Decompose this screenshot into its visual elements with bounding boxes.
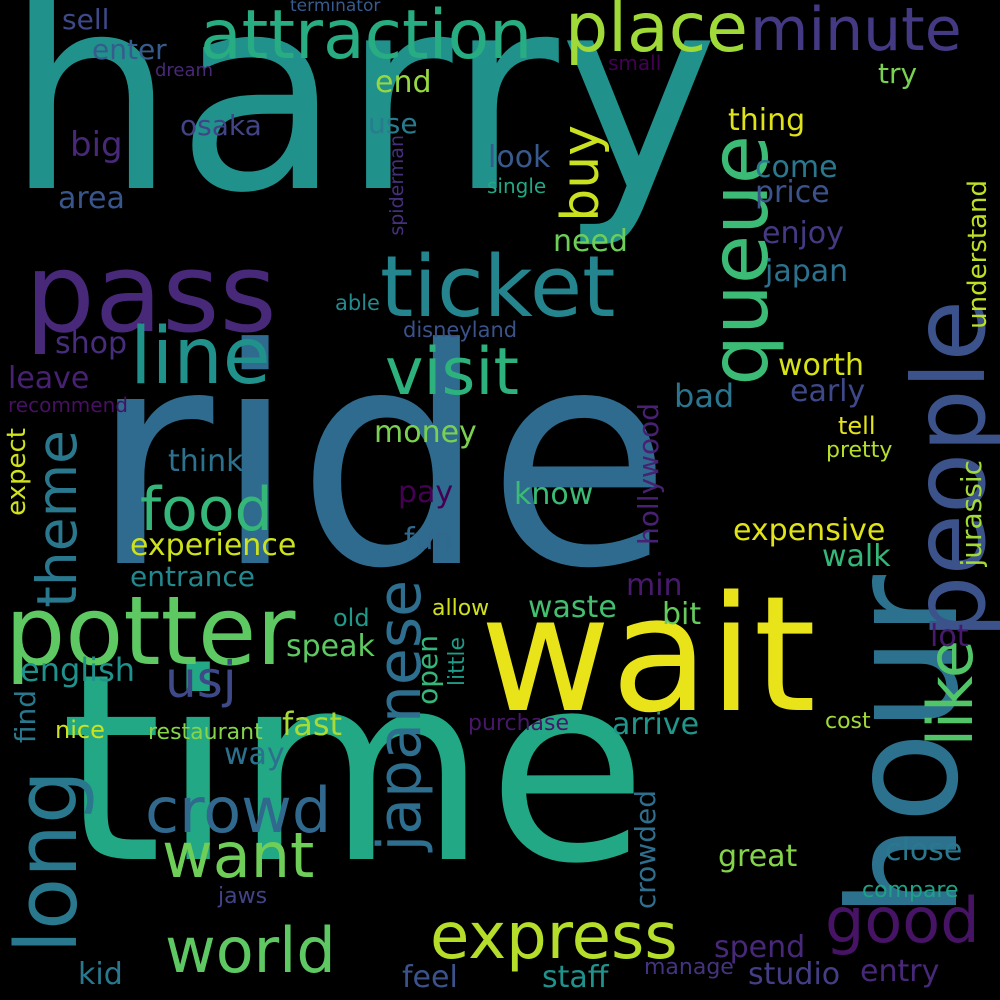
word-dream: dream xyxy=(155,60,214,81)
word-look: look xyxy=(488,140,551,175)
word-kid: kid xyxy=(78,957,123,992)
word-pay: pay xyxy=(398,475,454,510)
word-fast: fast xyxy=(282,705,343,743)
word-express: express xyxy=(430,900,678,974)
word-bit: bit xyxy=(662,597,702,632)
word-small: small xyxy=(608,51,662,75)
word-know: know xyxy=(514,477,594,512)
word-hollywood: hollywood xyxy=(632,403,665,545)
word-experience: experience xyxy=(130,528,297,563)
word-entry: entry xyxy=(860,954,940,989)
word-worth: worth xyxy=(778,348,865,383)
word-fun: fun xyxy=(404,522,453,557)
word-min: min xyxy=(626,568,683,603)
word-enter: enter xyxy=(92,33,167,66)
word-crowd: crowd xyxy=(145,774,332,847)
word-minute: minute xyxy=(750,0,962,65)
word-restaurant: restaurant xyxy=(148,720,263,745)
word-compare: compare xyxy=(862,878,959,903)
word-pass: pass xyxy=(25,229,277,357)
word-food: food xyxy=(140,475,273,545)
word-think: think xyxy=(168,444,244,479)
word-attraction: attraction xyxy=(200,0,533,75)
word-harry: harry xyxy=(5,0,719,252)
word-bad: bad xyxy=(674,377,735,415)
word-way: way xyxy=(224,737,285,772)
word-end: end xyxy=(375,65,432,100)
word-entrance: entrance xyxy=(130,560,255,593)
word-cost: cost xyxy=(825,709,871,734)
word-find: find xyxy=(9,690,42,744)
word-thing: thing xyxy=(728,103,806,138)
word-price: price xyxy=(755,175,830,210)
word-money: money xyxy=(374,415,477,450)
word-jurassic: jurassic xyxy=(955,460,988,567)
word-area: area xyxy=(58,181,125,216)
word-staff: staff xyxy=(542,960,609,995)
word-world: world xyxy=(165,914,336,987)
word-spend: spend xyxy=(714,930,806,965)
word-able: able xyxy=(335,291,380,315)
word-waste: waste xyxy=(528,590,617,625)
word-speak: speak xyxy=(286,629,375,664)
word-terminator: terminator xyxy=(290,0,381,16)
word-feel: feel xyxy=(402,960,458,995)
word-expect: expect xyxy=(2,428,32,516)
word-recommend: recommend xyxy=(8,393,128,417)
word-sell: sell xyxy=(62,3,110,36)
word-great: great xyxy=(718,839,798,874)
word-arrive: arrive xyxy=(612,707,700,742)
word-long: long xyxy=(0,770,97,954)
word-come: come xyxy=(755,150,838,185)
word-manage: manage xyxy=(644,955,734,980)
word-ride: ride xyxy=(90,285,672,634)
word-disneyland: disneyland xyxy=(403,318,518,342)
word-crowded: crowded xyxy=(629,790,662,910)
word-tell: tell xyxy=(838,412,876,440)
word-ticket: ticket xyxy=(380,238,616,337)
word-osaka: osaka xyxy=(180,109,262,142)
word-japanese: japanese xyxy=(365,580,435,852)
word-early: early xyxy=(790,374,866,409)
word-wait: wait xyxy=(480,561,817,748)
word-expensive: expensive xyxy=(733,513,886,548)
word-open: open xyxy=(411,635,444,705)
word-place: place xyxy=(565,0,748,68)
word-theme: theme xyxy=(25,430,89,608)
word-studio: studio xyxy=(748,957,841,992)
word-good: good xyxy=(825,884,980,957)
word-walk: walk xyxy=(822,539,891,574)
word-big: big xyxy=(70,125,123,165)
word-little: little xyxy=(445,637,470,687)
word-leave: leave xyxy=(8,361,90,396)
word-use: use xyxy=(368,107,418,140)
word-usj: usj xyxy=(165,651,237,709)
word-nice: nice xyxy=(55,716,105,744)
word-spiderman: spiderman xyxy=(386,135,408,236)
word-line: line xyxy=(130,312,271,402)
word-lot: lot xyxy=(930,619,969,654)
word-time: time xyxy=(60,619,648,921)
word-need: need xyxy=(553,224,628,259)
word-buy: buy xyxy=(551,125,611,222)
word-shop: shop xyxy=(55,326,128,361)
word-close: close xyxy=(885,833,963,868)
word-potter: potter xyxy=(5,577,296,687)
word-like: like xyxy=(914,640,987,747)
word-enjoy: enjoy xyxy=(762,216,844,251)
word-visit: visit xyxy=(385,335,519,410)
word-english: english xyxy=(20,651,136,689)
word-pretty: pretty xyxy=(826,438,893,463)
word-single: single xyxy=(487,174,547,198)
word-old: old xyxy=(333,604,370,632)
word-try: try xyxy=(878,57,918,90)
word-purchase: purchase xyxy=(468,711,569,736)
word-jaws: jaws xyxy=(218,884,268,909)
word-japan: japan xyxy=(765,254,849,289)
word-want: want xyxy=(162,819,315,892)
word-understand: understand xyxy=(963,180,993,329)
word-allow: allow xyxy=(432,596,490,621)
